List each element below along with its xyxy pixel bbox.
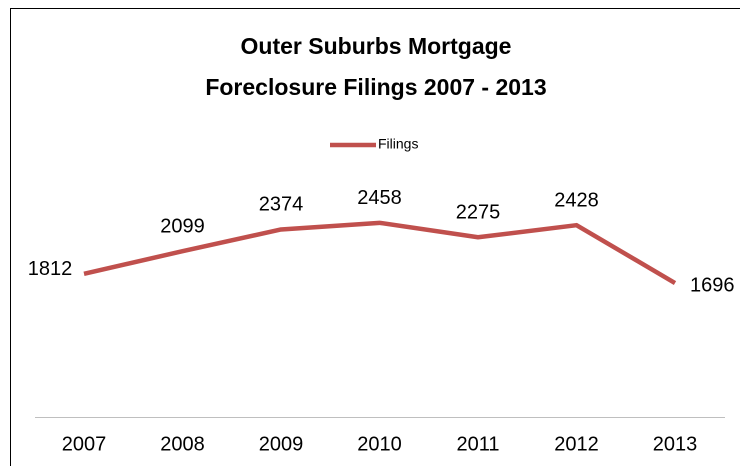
x-tick-label: 2009 <box>259 433 304 455</box>
chart-title: Outer Suburbs Mortgage <box>241 33 512 59</box>
chart-subtitle: Foreclosure Filings 2007 - 2013 <box>205 74 546 100</box>
data-label: 2099 <box>160 215 205 237</box>
x-tick-label: 2008 <box>160 433 205 455</box>
x-tick-label: 2013 <box>653 433 698 455</box>
legend-label: Filings <box>378 136 418 152</box>
data-label: 1696 <box>690 274 735 296</box>
data-label: 2374 <box>259 194 304 216</box>
x-tick-label: 2007 <box>62 433 107 455</box>
data-label: 1812 <box>28 258 73 280</box>
data-label: 2458 <box>357 187 402 209</box>
x-tick-label: 2011 <box>456 433 499 455</box>
x-tick-label: 2012 <box>554 433 599 455</box>
data-label: 2275 <box>456 202 501 224</box>
x-tick-label: 2010 <box>357 433 402 455</box>
data-line <box>83 220 677 285</box>
chart-border <box>10 8 740 466</box>
data-label: 2428 <box>554 189 599 211</box>
